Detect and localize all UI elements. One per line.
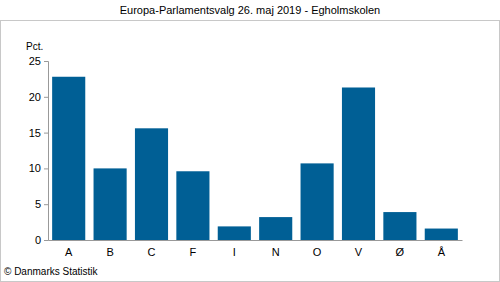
y-tick: 10 [29,162,48,174]
chart: Europa-Parlamentsvalg 26. maj 2019 - Egh… [0,0,500,282]
y-tick-label: 25 [29,55,41,67]
y-tick-mark [44,61,48,62]
y-tick-label: 10 [29,162,41,174]
title: Europa-Parlamentsvalg 26. maj 2019 - Egh… [120,4,380,16]
x-tick: V [355,240,363,258]
y-tick: 0 [35,234,48,246]
x-tick-label: O [313,246,322,258]
y-tick-mark [44,204,48,205]
x-axis-line [49,240,463,241]
x-tick-label: Å [438,246,446,258]
bar [383,212,416,240]
x-tick: C [148,240,156,258]
x-axis: ABCFINOVØÅ [49,240,463,258]
bar [218,226,251,240]
x-tick: F [190,240,197,258]
x-tick-label: B [106,246,113,258]
y-tick-mark [44,168,48,169]
x-tick-label: I [233,246,236,258]
y-label: Pct. [26,41,43,52]
bar [52,77,85,240]
source: © Danmarks Statistik [4,266,99,277]
bar [176,171,209,240]
x-tick-label: A [65,246,73,258]
x-tick: Å [438,240,446,258]
frame [1,21,500,282]
x-tick-label: F [190,246,197,258]
x-tick-label: N [272,246,280,258]
x-tick: O [313,240,322,258]
y-tick-label: 20 [29,91,41,103]
y-tick-mark [44,133,48,134]
y-tick: 25 [29,55,48,67]
bar [259,217,292,240]
bars [52,77,458,240]
bar [135,128,168,240]
x-tick-label: C [148,246,156,258]
y-tick-label: 0 [35,234,41,246]
x-tick: A [65,240,73,258]
y-tick-label: 5 [35,198,41,210]
y-tick: 20 [29,91,48,103]
y-tick: 5 [35,198,48,210]
y-axis-line [44,62,49,241]
bar [425,229,458,240]
x-tick: I [233,240,236,258]
y-axis: 0 5 10 15 20 25 [29,55,49,246]
bar [94,168,127,240]
x-tick: N [272,240,280,258]
y-tick-mark [44,97,48,98]
x-tick-label: Ø [396,246,405,258]
bar [301,163,334,240]
y-tick-mark [44,240,48,241]
y-tick: 15 [29,127,48,139]
x-tick-label: V [355,246,363,258]
bar [342,87,375,240]
x-tick: Ø [396,240,405,258]
x-tick: B [106,240,113,258]
y-tick-label: 15 [29,127,41,139]
